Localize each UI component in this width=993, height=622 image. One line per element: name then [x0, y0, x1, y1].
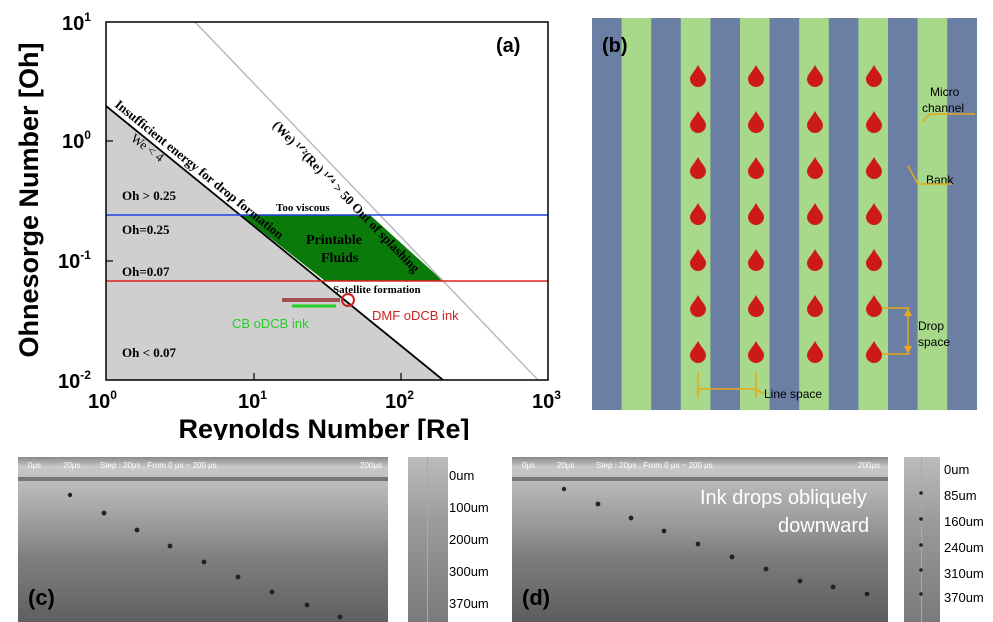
label-oh-lt: Oh < 0.07 [122, 345, 176, 360]
ink-drop [748, 111, 764, 133]
y-tick-001: 10-2 [58, 368, 91, 393]
y-tick-10: 101 [62, 10, 91, 35]
panel-b-diagram: (b) Micro channel Bank Drop space Line s… [592, 18, 977, 410]
ink-drop [807, 341, 823, 363]
ink-drop [690, 111, 706, 133]
ink-drop [866, 111, 882, 133]
ink-drop [866, 65, 882, 87]
scale-c-0: 0um [449, 468, 475, 483]
panel-b-label: (b) [602, 35, 628, 57]
micro-channel-stripe [621, 18, 652, 410]
ink-drop [690, 295, 706, 317]
ink-drop [807, 65, 823, 87]
bank-stripe [947, 18, 977, 410]
x-tick-1: 100 [88, 388, 117, 413]
ink-drop [748, 249, 764, 271]
panel-c-t20: 20μs [63, 461, 81, 470]
y-tick-1: 100 [62, 128, 91, 153]
scale-c-3: 300um [449, 564, 489, 579]
bank-stripe [710, 18, 741, 410]
panel-d-label: (d) [522, 585, 551, 610]
bank-stripe [769, 18, 800, 410]
panel-d-t200: 200μs [858, 461, 880, 470]
scale-d-3: 240um [944, 540, 984, 555]
ink-drop [690, 249, 706, 271]
ink-drop [807, 111, 823, 133]
panel-d-scale-strip [904, 457, 940, 622]
bank-stripe [828, 18, 859, 410]
scale-d-0: 0um [944, 462, 970, 477]
ink-drop [690, 203, 706, 225]
x-axis-title: Reynolds Number [Re] [178, 414, 469, 440]
panel-c-scale-strip [408, 457, 448, 622]
panel-c-image: 0μs 20μs Step : 20μs , From 0 μs ~ 200 μ… [18, 457, 388, 622]
scale-d-5: 370um [944, 590, 984, 605]
panel-a-label: (a) [496, 35, 520, 57]
label-micro: Micro [930, 85, 960, 99]
x-tick-100: 102 [385, 388, 414, 413]
micro-channel-stripe [917, 18, 948, 410]
scale-c-4: 370um [449, 596, 489, 611]
label-oh-007: Oh=0.07 [122, 264, 170, 279]
label-drop: Drop [918, 319, 944, 333]
panel-d-note-1: Ink drops obliquely [700, 487, 867, 509]
printable-fluids-region [241, 215, 443, 281]
panel-c-label: (c) [28, 585, 55, 610]
label-channel: channel [922, 101, 964, 115]
ink-drop [690, 157, 706, 179]
panel-d-t20: 20μs [557, 461, 575, 470]
ink-drop [748, 157, 764, 179]
ink-drop [807, 295, 823, 317]
panel-a-chart: We < 4 Insufficient energy for drop form… [14, 10, 561, 440]
x-tick-10: 101 [238, 388, 267, 413]
bank-stripe [888, 18, 919, 410]
ink-drop [748, 65, 764, 87]
label-satellite: Satellite formation [333, 284, 421, 296]
scale-d-2: 160um [944, 514, 984, 529]
ink-drop [748, 295, 764, 317]
label-bank: Bank [926, 173, 954, 187]
ink-drop [690, 65, 706, 87]
panel-c-t0: 0μs [28, 461, 42, 470]
panel-d-t0: 0μs [522, 461, 536, 470]
ink-drop [866, 157, 882, 179]
ink-drop [807, 203, 823, 225]
bank-stripe [651, 18, 682, 410]
bank-stripe [592, 18, 623, 410]
scale-c-1: 100um [449, 500, 489, 515]
ink-drop [866, 341, 882, 363]
label-line-space: Line space [764, 387, 822, 401]
splashing-line [194, 22, 539, 380]
label-fluids: Fluids [321, 251, 359, 266]
panel-c-t200: 200μs [360, 461, 382, 470]
ink-drop [748, 341, 764, 363]
label-printable: Printable [306, 233, 362, 248]
label-cb-ink: CB oDCB ink [232, 316, 309, 331]
ink-drop [690, 341, 706, 363]
we4-line [106, 105, 444, 380]
x-tick-1000: 103 [532, 388, 561, 413]
panel-c-step: Step : 20μs , From 0 μs ~ 200 μs [100, 461, 217, 470]
scale-d-1: 85um [944, 488, 977, 503]
ink-drop [807, 249, 823, 271]
label-oh-025: Oh=0.25 [122, 222, 170, 237]
ink-drop [807, 157, 823, 179]
ink-drop [866, 295, 882, 317]
label-oh-gt: Oh > 0.25 [122, 188, 176, 203]
y-tick-01: 10-1 [58, 248, 91, 273]
ink-drop [748, 203, 764, 225]
panel-d-step: Step : 20μs , From 0 μs ~ 200 μs [596, 461, 713, 470]
label-dmf-ink: DMF oDCB ink [372, 308, 459, 323]
panel-d-image: 0μs 20μs Step : 20μs , From 0 μs ~ 200 μ… [512, 457, 888, 622]
label-too-viscous: Too viscous [276, 202, 330, 214]
panel-d-note-2: downward [778, 515, 870, 537]
y-axis-title: Ohnesorge Number [Oh] [14, 42, 44, 357]
ink-drop [866, 249, 882, 271]
dmf-ink-marker [341, 293, 355, 307]
label-space: space [918, 335, 950, 349]
scale-c-2: 200um [449, 532, 489, 547]
ink-drop [866, 203, 882, 225]
scale-d-4: 310um [944, 566, 984, 581]
